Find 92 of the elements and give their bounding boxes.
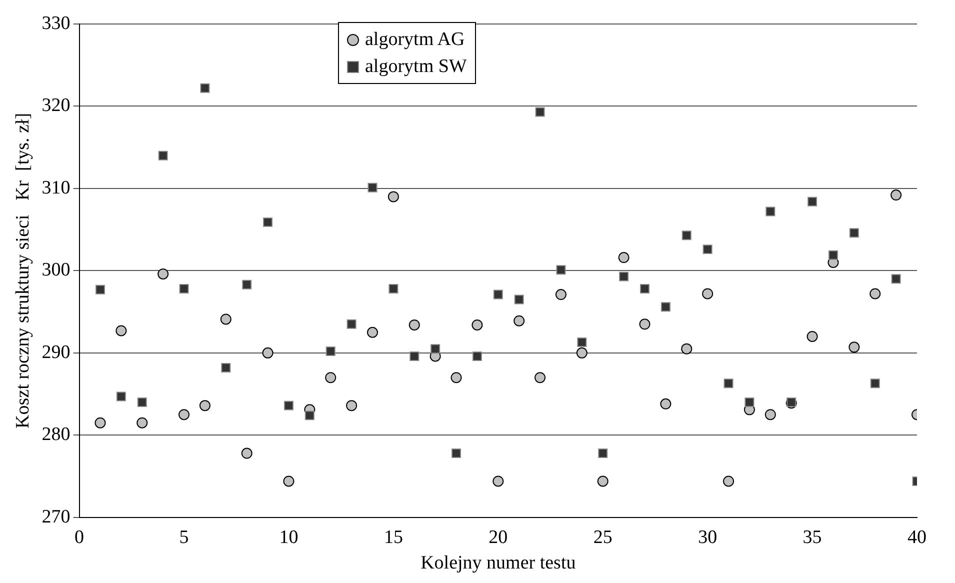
legend-label: algorytm SW: [365, 55, 467, 79]
y-tick-label: 330: [42, 12, 70, 34]
point: [241, 448, 252, 459]
point: [346, 400, 358, 412]
point: [94, 417, 106, 428]
point: [493, 290, 503, 300]
point: [870, 378, 880, 388]
x-tick-label: 40: [908, 526, 926, 548]
point: [555, 289, 566, 300]
point: [534, 372, 546, 384]
point: [388, 284, 398, 294]
y-axis-title: Koszt roczny struktury sieci Kr [tys. zł]: [12, 112, 34, 428]
point: [430, 344, 440, 354]
point: [346, 319, 356, 329]
point: [576, 347, 588, 358]
point: [723, 476, 734, 487]
point: [242, 280, 252, 290]
y-tick-label: 320: [42, 95, 70, 116]
point: [870, 288, 881, 300]
point: [640, 284, 650, 294]
point: [598, 448, 608, 458]
point: [304, 410, 314, 420]
point: [220, 314, 232, 325]
y-tick-label: 270: [42, 506, 70, 528]
point: [284, 400, 294, 410]
point: [452, 448, 462, 458]
y-tick-label: 310: [42, 177, 70, 198]
point: [556, 265, 566, 275]
point: [682, 230, 692, 240]
point: [116, 325, 127, 336]
point: [179, 284, 189, 294]
point: [639, 318, 650, 330]
point: [325, 372, 336, 384]
point: [326, 346, 336, 356]
point: [158, 150, 168, 160]
point: [388, 191, 399, 202]
point: [221, 362, 231, 372]
y-tick-label: 280: [42, 424, 70, 446]
point: [514, 294, 524, 304]
point: [514, 315, 525, 326]
point: [808, 196, 818, 206]
point: [136, 417, 148, 428]
point: [283, 476, 294, 487]
point: [764, 409, 776, 420]
point: [806, 330, 818, 342]
x-tick-label: 10: [279, 526, 298, 548]
x-tick-label: 5: [179, 526, 189, 548]
x-tick-label: 20: [488, 526, 508, 548]
point: [577, 338, 587, 347]
point: [262, 347, 274, 358]
point: [408, 319, 420, 330]
point: [724, 378, 734, 388]
point: [96, 284, 105, 294]
point: [158, 268, 169, 280]
point: [660, 398, 672, 410]
legend-label: algorytm AG: [365, 28, 465, 52]
point: [368, 182, 378, 192]
point: [660, 302, 670, 312]
y-tick-label: 290: [42, 342, 70, 363]
point: [410, 351, 420, 361]
point: [619, 272, 629, 282]
point: [597, 476, 608, 487]
point: [766, 206, 776, 216]
x-tick-label: 25: [593, 526, 612, 548]
x-tick-label: 35: [802, 526, 822, 548]
point: [472, 351, 482, 361]
point: [702, 288, 714, 300]
point: [848, 342, 860, 353]
x-tick-label: 15: [384, 526, 403, 548]
point: [137, 398, 147, 408]
point: [492, 476, 504, 487]
point: [535, 107, 545, 117]
point: [828, 250, 838, 260]
point: [200, 83, 210, 93]
point: [618, 252, 630, 264]
point: [472, 319, 483, 330]
x-axis-title: Kolejny numer testu: [420, 552, 576, 574]
x-tick-label: 30: [698, 526, 718, 548]
point: [199, 400, 210, 412]
point: [702, 244, 712, 254]
point: [366, 326, 378, 338]
point: [891, 274, 901, 284]
point: [178, 409, 190, 420]
point: [450, 372, 462, 384]
point: [116, 392, 126, 402]
x-tick-label: 0: [74, 526, 84, 548]
point: [681, 343, 692, 354]
point: [849, 228, 859, 238]
point: [263, 217, 273, 227]
y-tick-label: 300: [42, 260, 70, 281]
point: [744, 398, 754, 408]
point: [890, 190, 902, 201]
